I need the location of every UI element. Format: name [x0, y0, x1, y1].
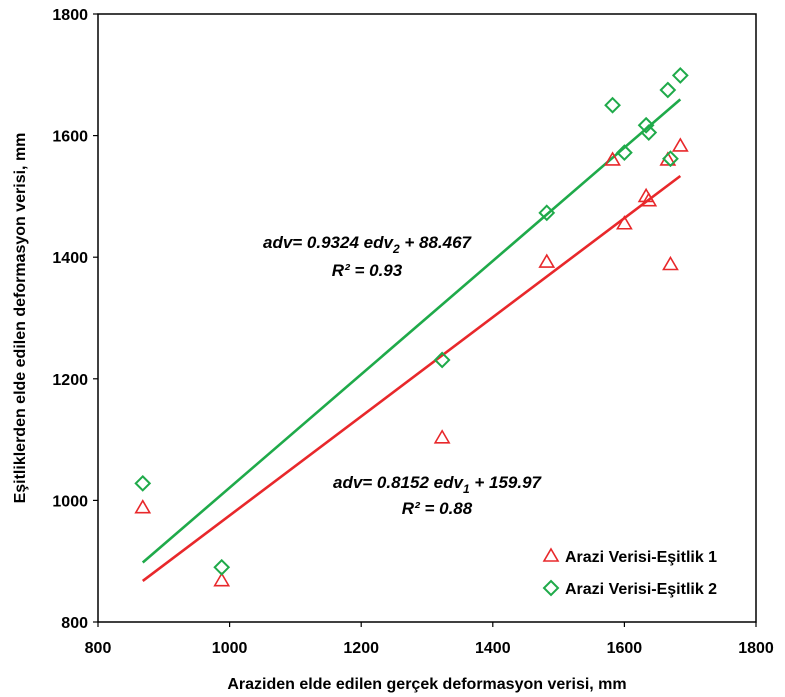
equation-series-2: adv= 0.9324 edv2 + 88.467 [263, 233, 473, 256]
x-tick-label: 1800 [738, 640, 774, 657]
diamond-marker [538, 204, 556, 222]
diamond-marker [659, 81, 677, 99]
y-tick-label: 1600 [52, 129, 88, 146]
legend-label-series-1: Arazi Verisi-Eşitlik 1 [565, 549, 717, 566]
triangle-marker [662, 255, 679, 271]
triangle-marker [538, 253, 556, 268]
r2-series-1: R² = 0.88 [402, 499, 473, 518]
y-tick-label: 1200 [52, 372, 88, 389]
trendlines [141, 98, 682, 582]
triangle-marker [604, 151, 621, 166]
legend: Arazi Verisi-Eşitlik 1 Arazi Verisi-Eşit… [542, 547, 717, 598]
legend-label-series-2: Arazi Verisi-Eşitlik 2 [565, 581, 717, 598]
x-tick-label: 1400 [475, 640, 511, 657]
x-tick-label: 1000 [212, 640, 248, 657]
x-axis-title: Araziden elde edilen gerçek deformasyon … [227, 676, 626, 693]
triangle-marker [134, 499, 152, 514]
triangle-marker [671, 137, 689, 152]
diamond-marker [615, 144, 633, 162]
trendline-series-1 [141, 174, 682, 582]
equation-series-1: adv= 0.8152 edv1 + 159.97 [333, 473, 543, 496]
diamond-marker [134, 474, 152, 492]
diamond-marker [213, 558, 231, 576]
legend-triangle-icon [542, 547, 560, 562]
plot-area-frame [97, 13, 757, 623]
diamond-marker [671, 66, 689, 84]
diamond-marker [604, 96, 621, 114]
triangle-marker [213, 572, 231, 587]
diamond-marker [637, 116, 655, 134]
diamond-marker [433, 351, 451, 369]
y-tick-label: 1000 [52, 493, 88, 510]
diamond-marker [662, 150, 679, 168]
r2-series-2: R² = 0.93 [332, 261, 403, 280]
y-axis-title: Eşitliklerden elde edilen deformasyon ve… [12, 133, 29, 504]
x-tick-label: 800 [85, 640, 112, 657]
y-tick-label: 1400 [52, 250, 88, 267]
triangle-marker [616, 215, 633, 230]
triangle-marker [433, 429, 451, 444]
legend-diamond-icon [542, 579, 560, 597]
y-tick-label: 1800 [52, 7, 88, 24]
data-markers [134, 66, 689, 587]
x-tick-label: 1600 [607, 640, 643, 657]
axis-ticks: 800 1000 1200 1400 1600 1800 800 1000 1200 1400 16… [52, 7, 773, 657]
diamond-marker [640, 124, 658, 141]
trendline-series-2 [141, 98, 682, 564]
y-tick-label: 800 [61, 615, 88, 632]
x-tick-label: 1200 [343, 640, 379, 657]
triangle-marker [640, 192, 658, 207]
